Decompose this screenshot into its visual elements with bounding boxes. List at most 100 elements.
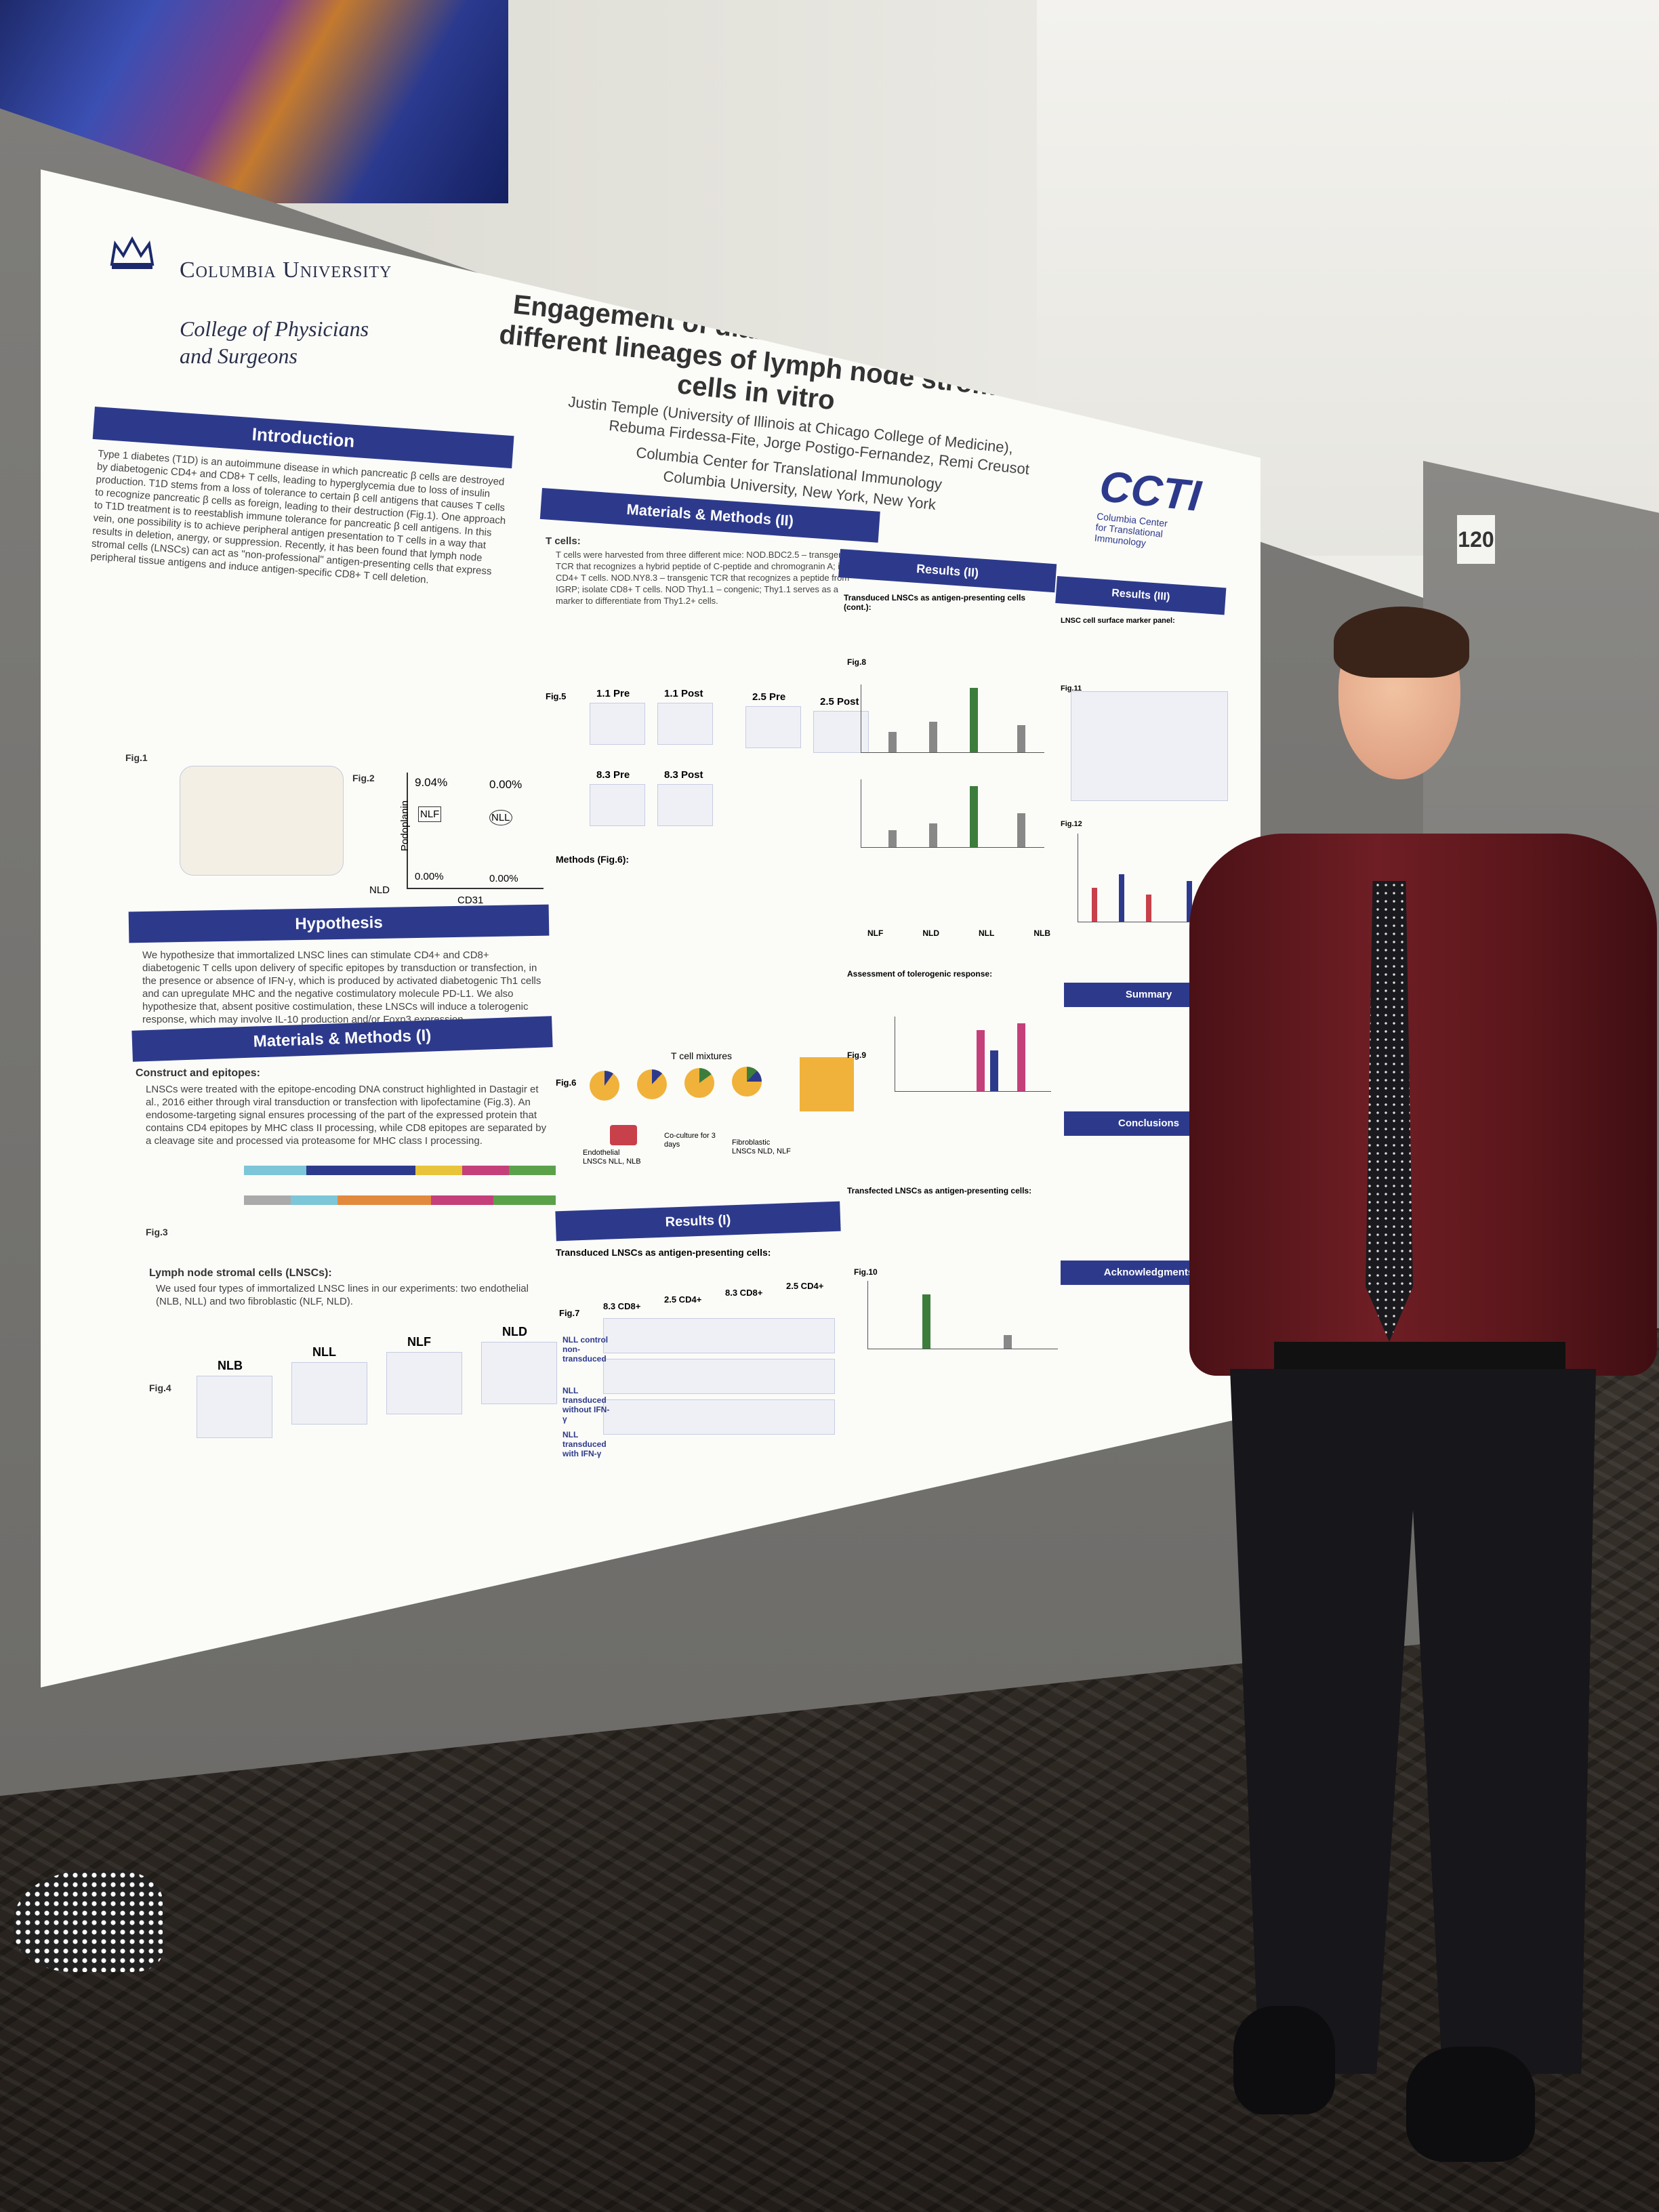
fig7-col-4: 2.5 CD4+	[786, 1281, 824, 1291]
fig10-label: Fig.10	[854, 1267, 878, 1277]
fig4-plot-nlb: NLB	[197, 1359, 272, 1438]
fig11-label: Fig.11	[1061, 684, 1082, 693]
fig7-grid: 8.3 CD8+ 2.5 CD4+ 8.3 CD8+ 2.5 CD4+	[576, 1281, 847, 1443]
fig1-label: Fig.1	[125, 752, 148, 763]
fig9-bar	[977, 1030, 985, 1091]
fig5-plot-2	[657, 703, 713, 745]
fig4-label: Fig.4	[149, 1382, 171, 1393]
fig2-x-axis: CD31	[457, 895, 484, 906]
fig8-cat-nld: NLD	[922, 928, 939, 938]
results2-subheading-2: Transfected LNSCs as antigen-presenting …	[847, 1186, 1032, 1195]
fig4-title-nll: NLL	[312, 1345, 336, 1359]
methods2-heading: T cells:	[546, 535, 581, 547]
fig8-cat-nlf: NLF	[867, 928, 884, 938]
fig4-title-nlf: NLF	[407, 1335, 431, 1349]
fig5-plot-5	[590, 784, 645, 826]
fig6-pie-3	[684, 1068, 714, 1098]
person-shirt	[1189, 834, 1657, 1376]
results2-heading: Transduced LNSCs as antigen-presenting c…	[844, 593, 1026, 612]
fig5-title-1: 1.1 Pre	[596, 688, 630, 699]
fig2-value-4: 0.00%	[489, 873, 518, 884]
fig2-label: Fig.2	[352, 773, 375, 783]
fig8-bar	[970, 786, 978, 847]
fig3-label: Fig.3	[146, 1227, 168, 1237]
fig2-plot: 9.04% 0.00% NLF NLL 0.00% 0.00%	[407, 773, 544, 889]
board-number-tag: 120	[1457, 515, 1495, 564]
fig5-title-5: 8.3 Pre	[596, 769, 630, 781]
fig9-bar	[990, 1050, 998, 1091]
fig8-bar	[1017, 725, 1025, 752]
fig5-plot-6	[657, 784, 713, 826]
person-right-shoe	[1406, 2047, 1535, 2162]
fig2-value-3: 0.00%	[415, 871, 444, 882]
fig8-bar	[888, 830, 897, 847]
fig4-title-nlb: NLB	[218, 1359, 243, 1372]
fig7-plot-row-3	[603, 1399, 835, 1435]
fig12-label: Fig.12	[1061, 820, 1082, 828]
fig8-bar	[1017, 813, 1025, 847]
columbia-crown-logo	[108, 234, 156, 271]
fig4-flow-plots: NLB NLL NLF NLD	[197, 1325, 576, 1518]
methods-fig6-heading: Methods (Fig.6):	[556, 854, 630, 865]
fig10-bar-panel	[867, 1281, 1058, 1349]
fig8-bar-panel-2	[861, 779, 1044, 848]
ccti-logo-text: Columbia Center for Translational Immuno…	[1094, 510, 1168, 549]
person-hair	[1334, 607, 1469, 678]
fig8-cat-nll: NLL	[979, 928, 995, 938]
fig8-label: Fig.8	[847, 657, 867, 667]
fig2-value-2: 0.00%	[489, 778, 523, 791]
fig5-plot-3	[745, 706, 801, 748]
fig4-plot-nlf: NLF	[386, 1335, 462, 1414]
results3-heading: LNSC cell surface marker panel:	[1061, 617, 1175, 625]
fig5-title-4: 2.5 Post	[820, 696, 859, 708]
fig11-histograms	[1071, 691, 1228, 801]
lnsc-heading: Lymph node stromal cells (LNSCs):	[149, 1267, 332, 1279]
fig7-plot-row-2	[603, 1359, 835, 1394]
fig7-row-label-3: NLL transduced with IFN-γ	[562, 1430, 607, 1458]
fig8-bar	[888, 732, 897, 752]
fig2-y-axis: Podoplanin	[399, 800, 411, 852]
fig2-gate-nlf: NLF	[418, 806, 442, 822]
institution-name: Columbia University	[180, 258, 392, 283]
person-tie	[1366, 881, 1413, 1342]
fig10-bar	[922, 1294, 930, 1349]
introduction-text: Type 1 diabetes (T1D) is an autoimmune d…	[90, 447, 506, 586]
fig6-tcell-mixtures: T cell mixtures	[671, 1050, 732, 1061]
results1-heading: Transduced LNSCs as antigen-presenting c…	[556, 1247, 771, 1258]
fig12-bar	[1092, 888, 1097, 922]
fig6-schematic: T cell mixtures Endothelial LNSCs NLL, N…	[583, 1050, 867, 1186]
fig5-plot-4	[813, 711, 869, 753]
fig7-row-label-2: NLL transduced without IFN-γ	[562, 1386, 610, 1424]
methods1-heading: Construct and epitopes:	[136, 1067, 261, 1079]
fig6-pie-4	[732, 1067, 762, 1097]
fig6-endothelial-label: Endothelial LNSCs NLL, NLB	[583, 1149, 641, 1166]
fig7-col-2: 2.5 CD4+	[664, 1294, 702, 1305]
fig5-label: Fig.5	[546, 691, 567, 701]
fig6-fibroblastic-label: Fibroblastic LNSCs NLD, NLF	[732, 1139, 791, 1155]
section-hypothesis: Hypothesis	[128, 904, 550, 943]
ccti-logo: CCTI Columbia Center for Translational I…	[1094, 461, 1237, 557]
fig5-title-2: 1.1 Post	[664, 688, 703, 699]
fig5-plot-1	[590, 703, 645, 745]
fig2-gate-nll: NLL	[489, 810, 512, 825]
fig12-bar-panel	[1078, 834, 1227, 922]
fig8-cat-nlb: NLB	[1033, 928, 1050, 938]
section-results-2: Results (II)	[838, 549, 1057, 593]
fig4-plot-nld: NLD	[481, 1325, 557, 1404]
fig4-title-nld: NLD	[502, 1325, 527, 1338]
fig5-title-6: 8.3 Post	[664, 769, 703, 781]
fig2-gate-nld: NLD	[369, 884, 390, 896]
section-results-1: Results (I)	[555, 1201, 841, 1242]
methods2-text: T cells were harvested from three differ…	[556, 550, 863, 606]
fig7-label: Fig.7	[559, 1308, 580, 1318]
fig1-diagram	[180, 766, 344, 876]
fig8-cat-axis: NLF NLD NLL NLB	[867, 928, 1050, 938]
fig8-bar	[929, 823, 937, 847]
lnsc-text: We used four types of immortalized LNSC …	[156, 1283, 529, 1307]
fig7-plot-row-1	[603, 1318, 835, 1353]
fig10-bar	[1004, 1335, 1012, 1349]
fig8-bar-panel-1	[861, 684, 1044, 753]
fig3-construct	[244, 1159, 556, 1220]
hypothesis-text: We hypothesize that immortalized LNSC li…	[142, 949, 541, 1025]
fig12-bar	[1119, 874, 1124, 922]
